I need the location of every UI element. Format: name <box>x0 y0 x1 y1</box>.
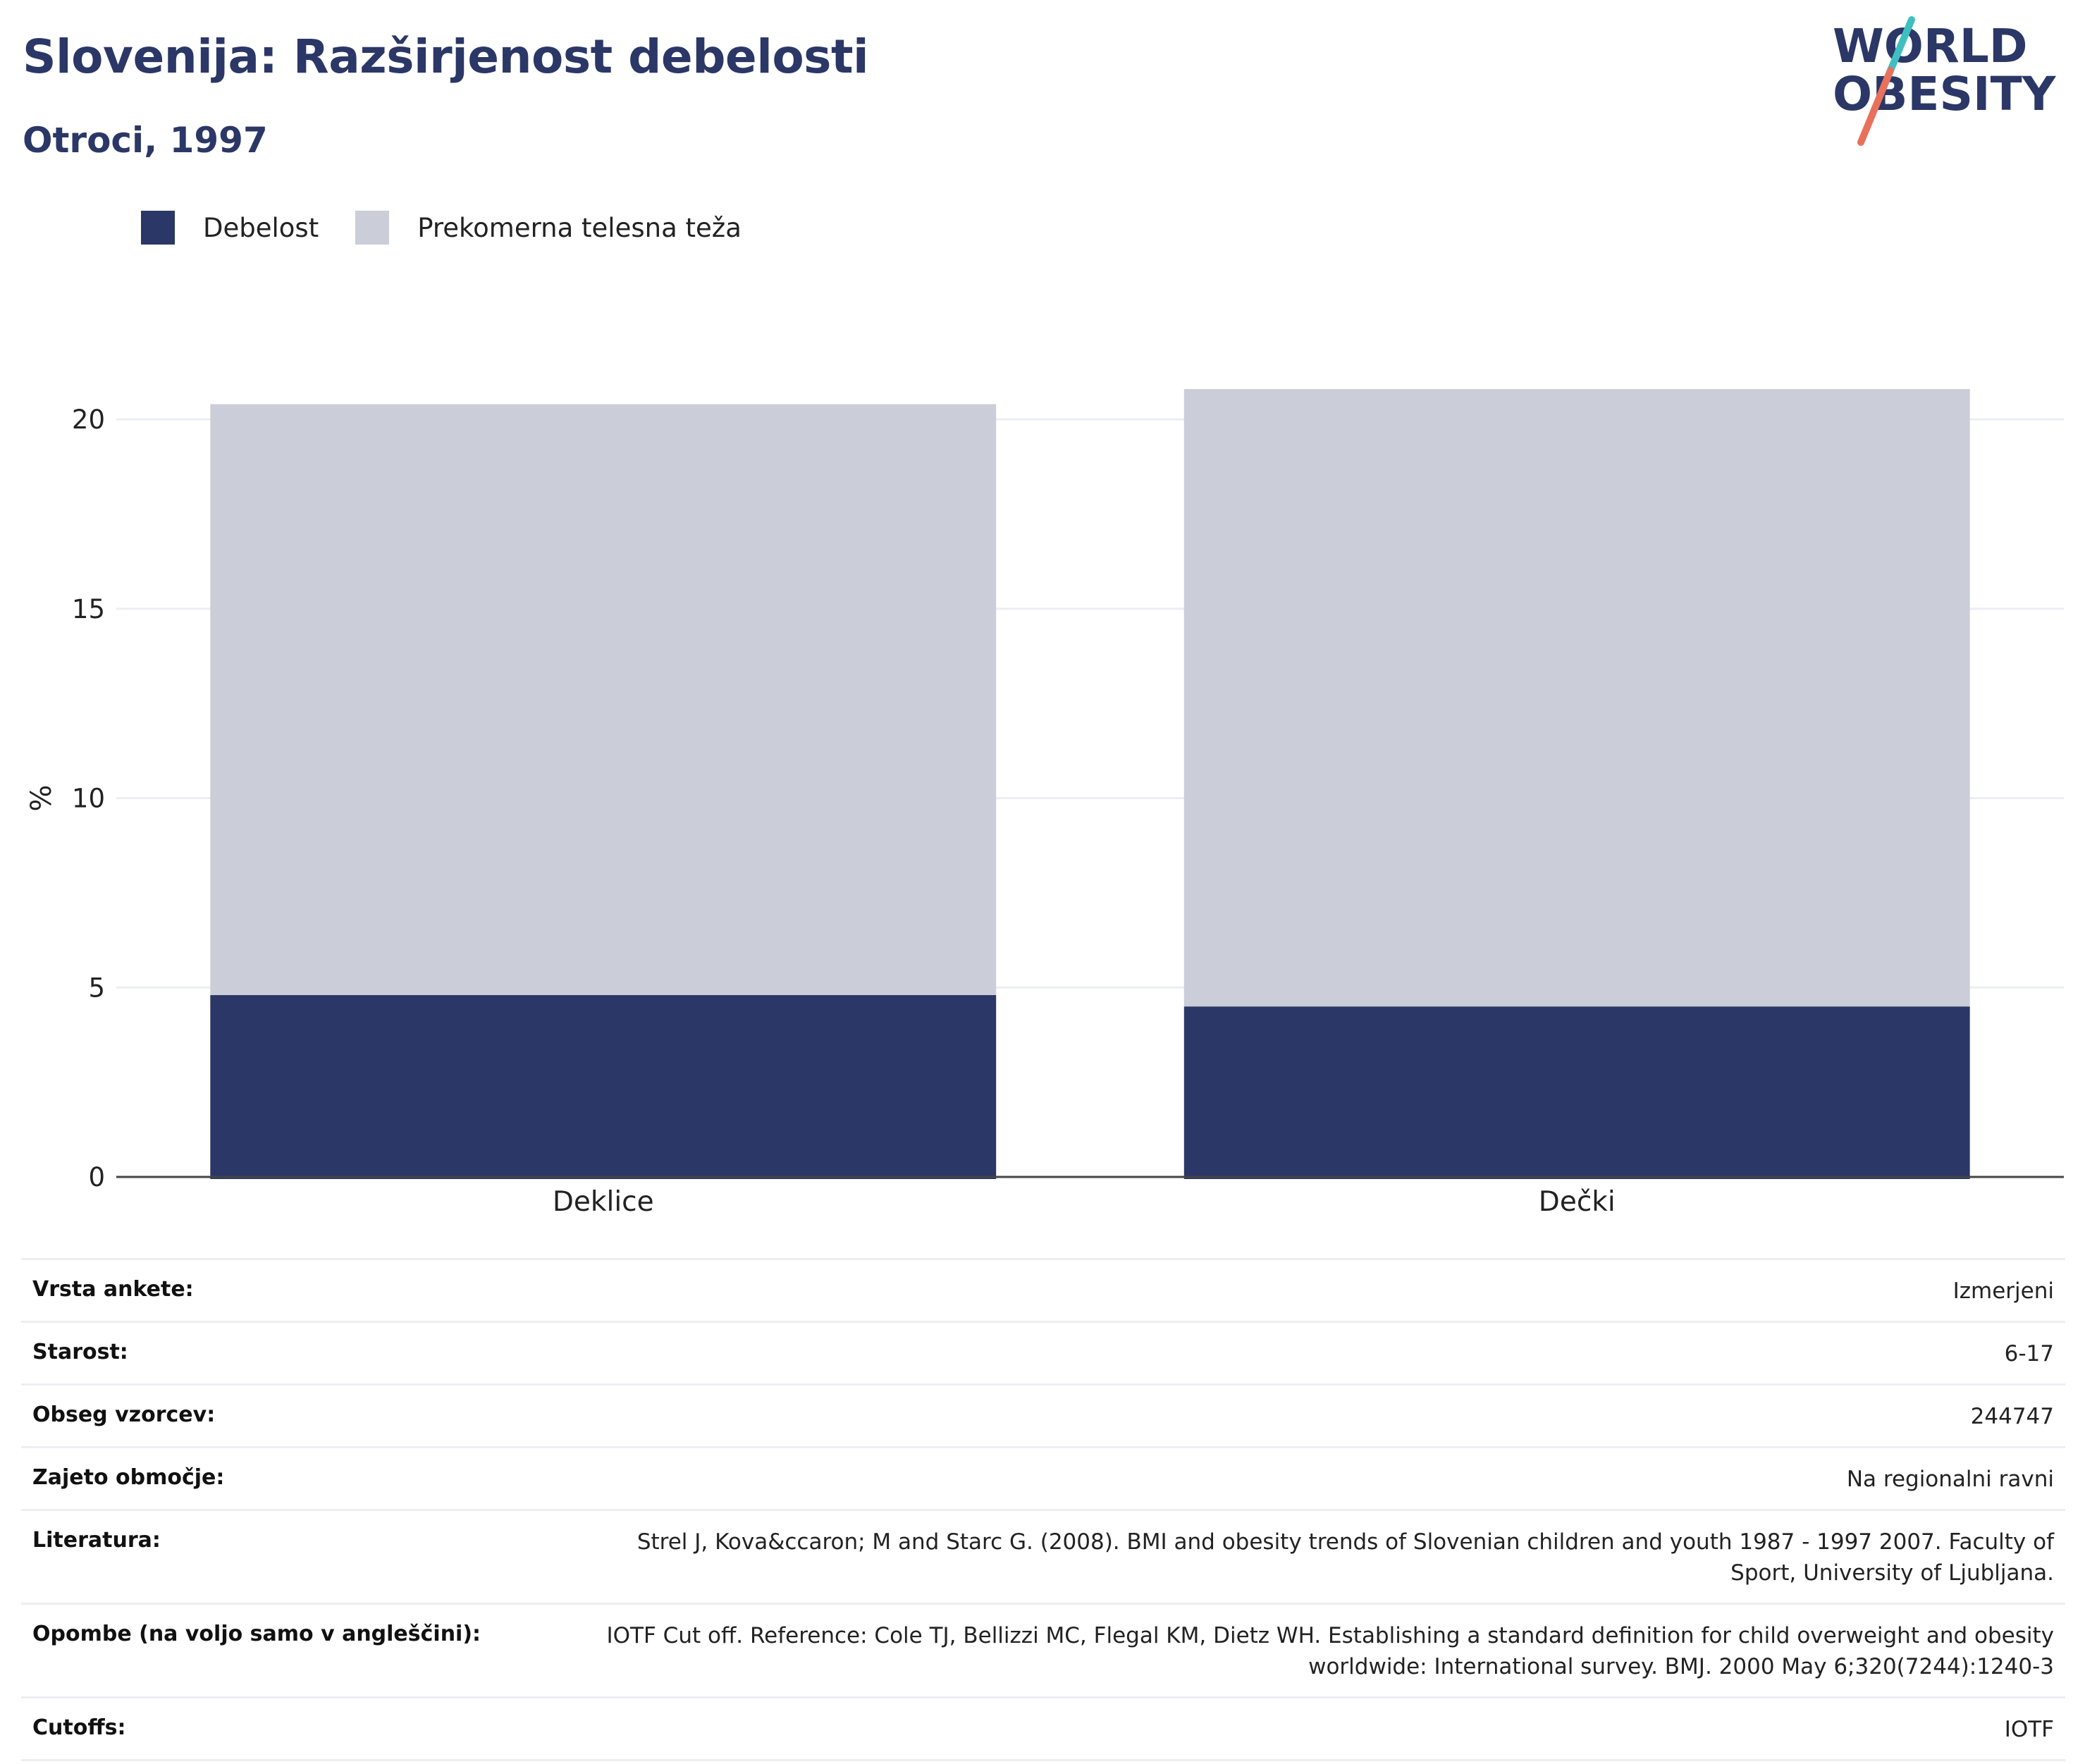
bar-prekomerna-decki <box>1183 389 1970 1007</box>
info-value: Na regionalni ravni <box>1846 1467 2054 1492</box>
info-row-notes: Opombe (na voljo samo v angleščini): IOT… <box>21 1605 2065 1698</box>
info-label: Starost: <box>32 1340 128 1364</box>
info-value: Izmerjeni <box>1952 1278 2054 1304</box>
info-label: Opombe (na voljo samo v angleščini): <box>32 1622 481 1646</box>
world-obesity-logo: WORLD OBESITY <box>1833 16 2057 146</box>
legend-swatch-debelost <box>141 211 175 245</box>
info-label: Cutoffs: <box>32 1715 126 1740</box>
logo-text-world: WORLD <box>1833 19 2028 73</box>
chart-title: Slovenija: Razširjenost debelosti <box>23 30 869 84</box>
chart-legend: Debelost Prekomerna telesna teža <box>141 210 778 245</box>
info-value: IOTF Cut off. Reference: Cole TJ, Belliz… <box>606 1623 2054 1679</box>
info-value: 6-17 <box>2004 1341 2054 1367</box>
logo-slash-bottom <box>1857 67 1894 146</box>
logo-slash-top <box>1887 16 1915 74</box>
bar-prekomerna-deklice <box>210 404 997 995</box>
y-axis-title: % <box>25 784 58 811</box>
y-tick-label: 0 <box>88 1162 105 1192</box>
info-label: Obseg vzorcev: <box>32 1402 216 1427</box>
info-value: 244747 <box>1970 1404 2054 1429</box>
info-row-references: Literatura: Strel J, Kova&ccaron; M and … <box>21 1511 2065 1605</box>
stacked-bar-chart: 0 5 10 15 20% Deklice Dečki <box>25 389 2064 1218</box>
info-row-area-covered: Zajeto območje: Na regionalni ravni <box>21 1448 2065 1511</box>
legend-label-prekomerna: Prekomerna telesna teža <box>417 212 742 243</box>
bar-debelost-deklice <box>210 995 997 1179</box>
info-row-sample-size: Obseg vzorcev: 244747 <box>21 1386 2065 1448</box>
info-label: Vrsta ankete: <box>32 1277 194 1302</box>
info-row-survey-type: Vrsta ankete: Izmerjeni <box>21 1260 2065 1323</box>
info-row-age: Starost: 6-17 <box>21 1323 2065 1386</box>
x-tick-label: Deklice <box>553 1186 654 1218</box>
chart-subtitle: Otroci, 1997 <box>23 120 268 161</box>
info-label: Literatura: <box>32 1528 161 1553</box>
info-row-cutoffs: Cutoffs: IOTF <box>21 1698 2065 1761</box>
info-table: Vrsta ankete: Izmerjeni Starost: 6-17 Ob… <box>21 1258 2065 1761</box>
logo-text-obesity: OBESITY <box>1833 67 2057 121</box>
info-label: Zajeto območje: <box>32 1465 225 1490</box>
legend-item-prekomerna[interactable]: Prekomerna telesna teža <box>355 211 742 245</box>
info-value: IOTF <box>2004 1717 2054 1742</box>
y-tick-label: 5 <box>88 973 105 1003</box>
legend-label-debelost: Debelost <box>203 212 319 243</box>
info-value: Strel J, Kova&ccaron; M and Starc G. (20… <box>636 1529 2054 1586</box>
y-tick-label: 10 <box>72 784 105 814</box>
legend-swatch-prekomerna <box>355 211 390 245</box>
bar-debelost-decki <box>1183 1006 1970 1179</box>
legend-item-debelost[interactable]: Debelost <box>141 211 319 245</box>
y-tick-label: 20 <box>72 405 105 435</box>
y-tick-label: 15 <box>72 594 105 624</box>
x-tick-label: Dečki <box>1539 1186 1616 1218</box>
